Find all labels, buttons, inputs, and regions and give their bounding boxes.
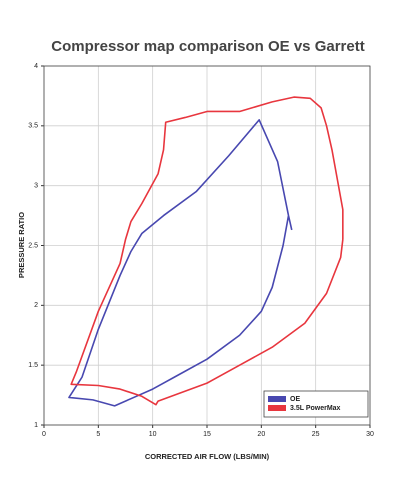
y-tick-label: 3.5: [28, 123, 38, 130]
legend-box: [263, 390, 369, 418]
legend-swatch: [268, 405, 286, 411]
y-tick-label: 2: [34, 302, 38, 309]
chart-title: Compressor map comparison OE vs Garrett: [51, 38, 364, 55]
series-line: [70, 96, 344, 406]
x-tick-label: 30: [366, 431, 374, 438]
x-tick-label: 0: [42, 431, 46, 438]
y-tick-label: 2.5: [28, 242, 38, 249]
y-tick-label: 1.5: [28, 362, 38, 369]
x-tick-label: 15: [203, 431, 211, 438]
y-tick-label: 1: [34, 422, 38, 429]
y-axis-label: PRESSURE RATIO: [17, 212, 26, 278]
x-tick-label: 5: [96, 431, 100, 438]
legend-label: OE: [290, 396, 300, 403]
x-axis-label: CORRECTED AIR FLOW (LBS/MIN): [145, 452, 270, 461]
legend: OE 3.5L PowerMax: [263, 390, 369, 418]
series-line: [68, 119, 293, 407]
x-tick-label: 10: [149, 431, 157, 438]
plot-frame: [43, 65, 371, 426]
legend-swatch: [268, 396, 286, 402]
x-tick-label: 25: [312, 431, 320, 438]
y-tick-label: 3: [34, 183, 38, 190]
legend-label: 3.5L PowerMax: [290, 405, 341, 412]
x-tick-label: 20: [257, 431, 265, 438]
y-tick-label: 4: [34, 63, 38, 70]
